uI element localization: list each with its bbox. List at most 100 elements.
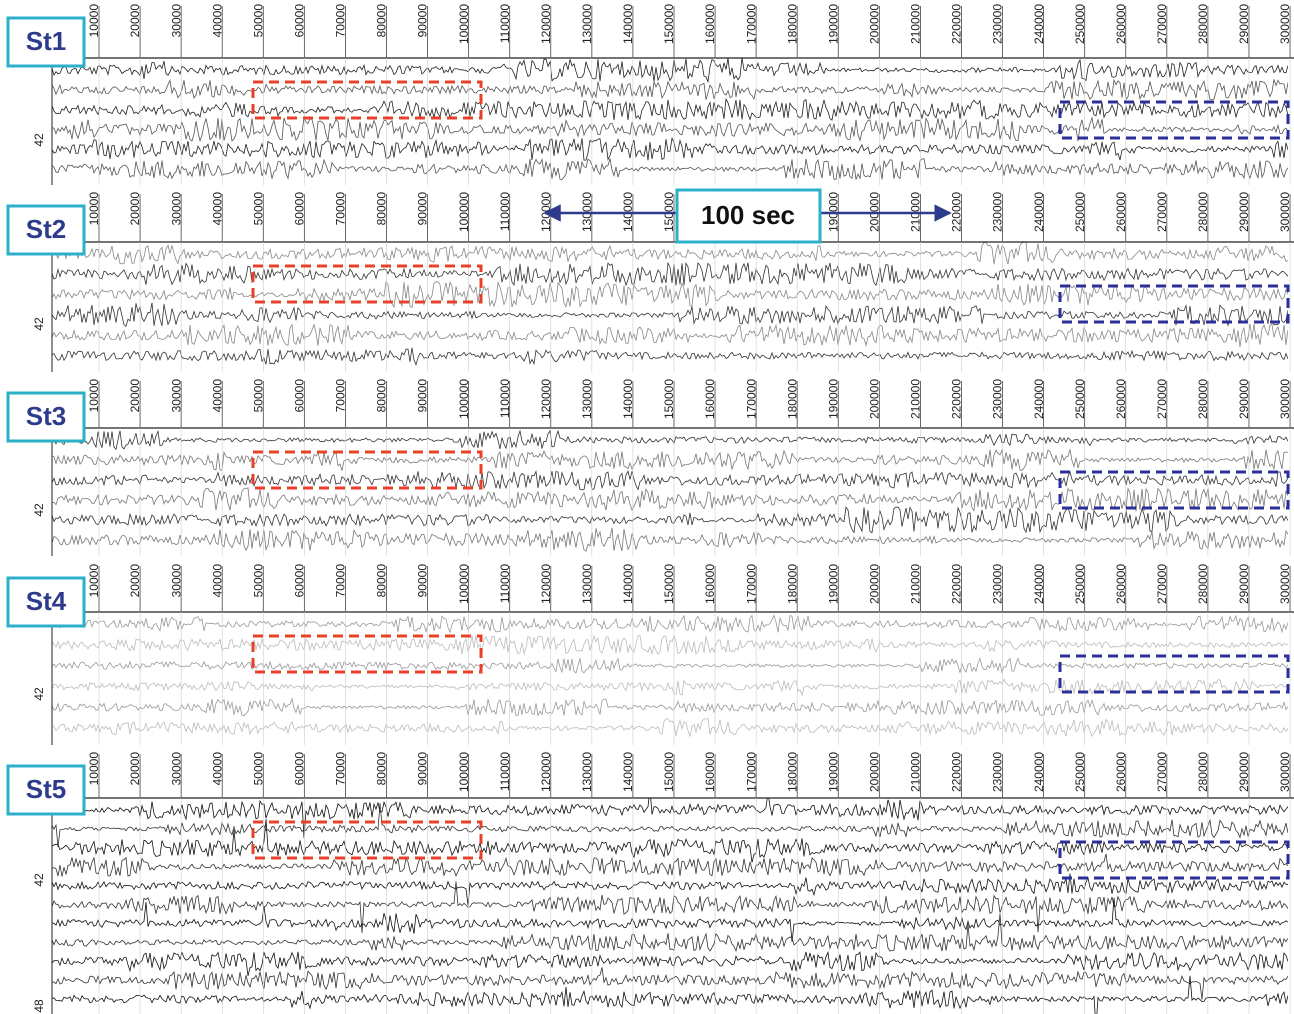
seismic-trace [52, 527, 1288, 552]
tick-label: 90000 [416, 4, 430, 38]
trace-label: 42 [32, 317, 46, 331]
tick-label: 90000 [416, 564, 430, 598]
tick-label: 40000 [210, 564, 224, 598]
tick-label: 170000 [744, 4, 758, 44]
tick-label: 210000 [909, 4, 923, 44]
tick-label: 100000 [457, 4, 471, 44]
trace-label: 42 [32, 873, 46, 887]
tick-label: 40000 [210, 192, 224, 226]
tick-label: 60000 [293, 4, 307, 38]
tick-label: 270000 [1155, 379, 1169, 419]
tick-label: 20000 [128, 564, 142, 598]
tick-label: 30000 [169, 752, 183, 786]
seismic-trace [52, 302, 1288, 327]
tick-label: 130000 [580, 752, 594, 792]
tick-label: 180000 [785, 752, 799, 792]
seismic-trace [52, 158, 1288, 181]
trace-label: 42 [32, 503, 46, 517]
tick-label: 20000 [128, 752, 142, 786]
tick-label: 280000 [1196, 564, 1210, 604]
tick-label: 290000 [1237, 752, 1251, 792]
tick-label: 70000 [334, 379, 348, 413]
tick-label: 230000 [991, 4, 1005, 44]
tick-label: 260000 [1114, 564, 1128, 604]
tick-label: 140000 [621, 4, 635, 44]
trace-label: 42 [32, 133, 46, 147]
seismic-trace [52, 116, 1288, 143]
tick-label: 110000 [498, 192, 512, 231]
tick-label: 240000 [1032, 379, 1046, 419]
station-label: St3 [26, 401, 66, 431]
tick-label: 270000 [1155, 4, 1169, 44]
tick-label: 80000 [375, 379, 389, 413]
seismic-trace [52, 819, 1288, 863]
station-label: St5 [26, 774, 66, 804]
tick-label: 160000 [703, 564, 717, 604]
tick-label: 220000 [950, 752, 964, 792]
seismic-trace [52, 975, 1288, 1014]
seismic-trace [52, 853, 1288, 877]
tick-label: 130000 [580, 4, 594, 44]
tick-label: 10000 [87, 192, 101, 226]
tick-label: 30000 [169, 192, 183, 226]
seismic-trace [52, 261, 1288, 287]
tick-label: 280000 [1196, 192, 1210, 232]
tick-label: 220000 [950, 192, 964, 232]
tick-label: 20000 [128, 379, 142, 413]
tick-label: 170000 [744, 564, 758, 604]
highlight-box-red [251, 450, 483, 490]
tick-label: 190000 [826, 4, 840, 44]
tick-label: 70000 [334, 752, 348, 786]
tick-label: 90000 [416, 192, 430, 226]
seismic-trace [52, 913, 1288, 953]
tick-label: 110000 [498, 4, 512, 43]
seismic-trace [52, 78, 1288, 101]
tick-label: 230000 [991, 564, 1005, 604]
tick-label: 170000 [744, 379, 758, 419]
tick-label: 300000 [1278, 192, 1292, 232]
seismic-trace [52, 697, 1288, 717]
tick-label: 190000 [826, 564, 840, 604]
seismic-trace [52, 136, 1288, 161]
tick-label: 140000 [621, 379, 635, 419]
tick-label: 130000 [580, 564, 594, 604]
tick-label: 190000 [826, 379, 840, 419]
tick-label: 260000 [1114, 192, 1128, 232]
tick-label: 80000 [375, 4, 389, 38]
tick-label: 270000 [1155, 564, 1169, 604]
seismic-trace [52, 950, 1288, 976]
tick-label: 10000 [87, 379, 101, 413]
seismic-trace [52, 657, 1288, 674]
tick-label: 230000 [991, 192, 1005, 232]
tick-label: 60000 [293, 192, 307, 226]
tick-label: 220000 [950, 379, 964, 419]
tick-label: 20000 [128, 4, 142, 38]
tick-label: 250000 [1073, 4, 1087, 44]
tick-label: 200000 [868, 752, 882, 792]
tick-label: 250000 [1073, 564, 1087, 604]
seismic-trace [52, 897, 1288, 942]
tick-label: 180000 [785, 564, 799, 604]
seismic-trace [52, 506, 1288, 534]
station-label-box [6, 204, 86, 256]
highlight-box-red [251, 80, 483, 120]
station-label-box [6, 764, 86, 816]
tick-label: 30000 [169, 564, 183, 598]
tick-label: 300000 [1278, 752, 1292, 792]
tick-label: 190000 [826, 752, 840, 792]
tick-label: 200000 [868, 379, 882, 419]
tick-label: 240000 [1032, 192, 1046, 232]
tick-label: 260000 [1114, 4, 1128, 44]
highlight-box-red [251, 634, 483, 674]
tick-label: 120000 [539, 752, 553, 792]
tick-label: 230000 [991, 752, 1005, 792]
tick-label: 280000 [1196, 4, 1210, 44]
tick-label: 240000 [1032, 4, 1046, 44]
tick-label: 70000 [334, 564, 348, 598]
tick-label: 230000 [991, 379, 1005, 419]
tick-label: 60000 [293, 379, 307, 413]
tick-label: 50000 [251, 4, 265, 38]
tick-label: 220000 [950, 564, 964, 604]
tick-label: 110000 [498, 564, 512, 603]
tick-label: 150000 [662, 4, 676, 44]
